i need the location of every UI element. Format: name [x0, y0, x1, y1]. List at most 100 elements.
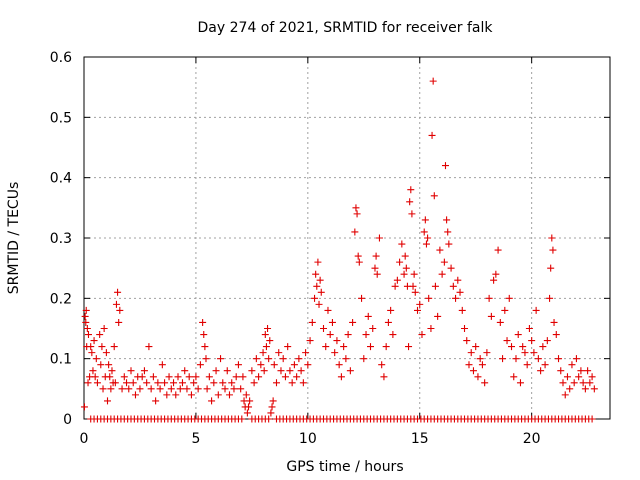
data-point — [546, 294, 554, 302]
data-point — [405, 343, 413, 351]
data-point — [99, 385, 107, 393]
data-point — [264, 325, 272, 332]
data-point — [371, 264, 379, 272]
data-point — [375, 234, 383, 242]
data-point — [210, 379, 218, 387]
data-point — [83, 325, 91, 332]
data-point — [290, 361, 298, 369]
data-point — [487, 312, 495, 320]
data-point — [549, 246, 557, 254]
data-point — [279, 355, 287, 363]
data-point — [364, 312, 372, 320]
data-point — [410, 270, 418, 278]
data-point — [322, 343, 330, 351]
data-point — [127, 367, 135, 375]
data-point — [422, 240, 430, 248]
data-point — [512, 355, 520, 363]
data-point — [577, 367, 585, 375]
data-point — [476, 355, 484, 363]
data-point — [346, 367, 354, 375]
data-point — [534, 355, 542, 363]
data-point — [194, 385, 202, 393]
data-point — [584, 367, 592, 375]
data-point — [192, 373, 200, 381]
data-point — [452, 294, 460, 302]
data-point — [267, 409, 275, 417]
data-point — [378, 361, 386, 369]
data-point — [306, 337, 314, 345]
data-point — [572, 355, 580, 363]
data-point — [167, 385, 175, 393]
data-point — [481, 379, 489, 387]
data-point — [588, 373, 596, 381]
data-point — [438, 270, 446, 278]
data-point — [260, 367, 268, 375]
data-point — [87, 343, 95, 351]
data-point — [252, 355, 260, 363]
data-point — [131, 391, 139, 399]
data-point — [382, 343, 390, 351]
data-point — [389, 331, 397, 339]
data-point — [428, 131, 436, 139]
data-point — [237, 385, 245, 393]
data-point — [393, 276, 401, 284]
data-point — [516, 379, 524, 387]
data-point — [265, 355, 273, 363]
data-point — [483, 349, 491, 357]
data-point — [315, 300, 323, 308]
data-point — [566, 385, 574, 393]
data-point — [84, 331, 92, 339]
data-point — [555, 355, 563, 363]
data-point — [275, 349, 283, 357]
data-point — [369, 325, 377, 332]
data-point — [82, 306, 90, 314]
data-point — [316, 276, 324, 284]
x-tick-label: 0 — [80, 431, 89, 447]
data-point — [414, 306, 422, 314]
data-point — [245, 403, 253, 411]
data-point — [421, 216, 429, 224]
data-point — [255, 373, 263, 381]
data-point — [219, 379, 227, 387]
y-tick-label: 0.3 — [50, 231, 72, 247]
data-point — [521, 349, 529, 357]
data-point — [541, 361, 549, 369]
data-point — [118, 385, 126, 393]
data-point — [97, 361, 105, 369]
data-point — [299, 379, 307, 387]
data-point — [304, 361, 312, 369]
data-point — [427, 325, 435, 332]
data-point — [208, 397, 216, 405]
data-point — [281, 373, 289, 381]
data-point — [96, 331, 104, 339]
data-point — [261, 331, 269, 339]
data-point — [143, 379, 151, 387]
data-point — [490, 276, 498, 284]
data-point — [352, 204, 360, 212]
data-point — [429, 77, 437, 85]
data-point — [116, 306, 124, 314]
data-point — [158, 361, 166, 369]
data-point — [313, 282, 321, 290]
x-tick-label: 15 — [411, 431, 429, 447]
data-point — [372, 252, 380, 260]
data-point — [174, 373, 182, 381]
data-point — [112, 300, 120, 308]
data-point — [225, 391, 233, 399]
data-point — [333, 337, 341, 345]
data-point — [176, 385, 184, 393]
data-point — [532, 306, 540, 314]
x-tick-label: 5 — [191, 431, 200, 447]
data-point — [317, 288, 325, 296]
data-point — [561, 391, 569, 399]
data-point — [102, 349, 110, 357]
data-point — [312, 270, 320, 278]
data-point — [277, 367, 285, 375]
data-point — [463, 337, 471, 345]
data-point — [349, 318, 357, 326]
data-point — [588, 415, 596, 423]
data-point — [501, 306, 509, 314]
data-point — [145, 343, 153, 351]
data-point — [106, 373, 114, 381]
data-point — [461, 325, 469, 332]
